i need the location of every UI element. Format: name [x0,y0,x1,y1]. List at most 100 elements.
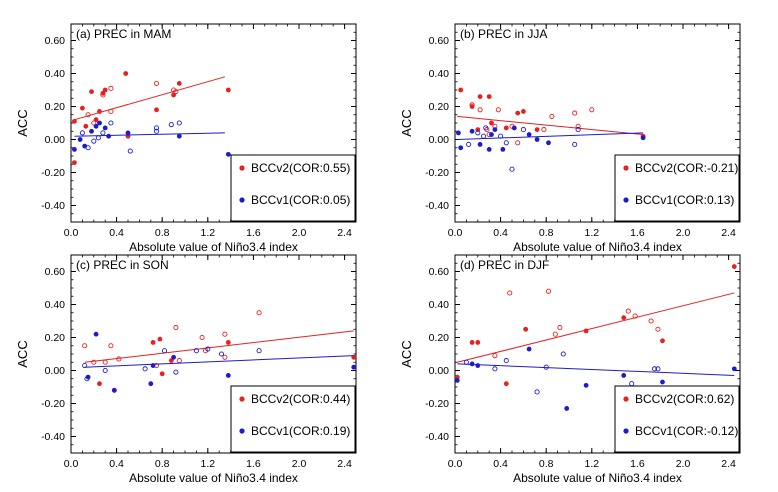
data-point [150,340,156,345]
x-tick-label: 2.0 [676,227,691,239]
legend: BCCv2(COR:0.55) BCCv1(COR:0.05) [230,154,356,222]
data-point-hollow [492,366,498,372]
data-point [486,147,492,152]
x-tick-label: 0.4 [109,458,124,470]
y-axis-label: ACC [15,109,30,136]
data-point [85,374,91,380]
regression-line [84,330,354,363]
data-point-hollow [507,290,513,296]
data-point-hollow [176,120,182,126]
data-point-hollow [543,364,549,370]
data-point [93,117,99,123]
data-point [640,135,646,141]
data-point-hollow [95,135,101,141]
x-tick-label: 2.4 [337,227,352,239]
y-tick-label: 0.40 [45,299,66,311]
y-tick-label: 0.20 [45,101,66,113]
data-point [534,137,540,142]
data-point-hollow [108,85,114,91]
data-point [80,105,85,111]
data-point-hollow [575,127,581,133]
data-point-hollow [127,148,133,154]
data-point-hollow [199,334,205,341]
legend-marker [239,396,245,402]
data-point-hollow [625,308,631,314]
data-point [475,363,481,368]
data-point-hollow [79,130,85,136]
data-point [89,128,94,134]
data-point-hollow [560,351,566,357]
panel-title: (b) PREC in JJA [460,27,547,41]
regression-line [457,363,735,376]
y-tick-label: 0.00 [45,365,66,377]
x-tick-label: 0.8 [539,227,554,239]
data-point [102,125,108,131]
y-tick-label: -0.20 [425,167,449,179]
panel-4: 0.0 0.4 0.8 1.2 1.6 2.0 2.4 -0.40 -0.20 0.00 0.20 0… [399,254,741,485]
series-bccv1 [456,125,646,172]
y-tick-label: 0.00 [45,134,66,146]
legend-label: BCCv2(COR:-0.21) [635,161,738,175]
data-point [621,373,627,378]
x-tick-label: 1.2 [200,227,215,239]
y-axis-label: ACC [399,109,414,136]
y-tick-label: -0.40 [41,431,65,443]
panel-2: 0.0 0.4 0.8 1.2 1.6 2.0 2.4 -0.40 -0.20 0.00 0.20 0… [399,23,741,254]
y-tick-label: -0.20 [425,398,449,410]
legend-marker [623,428,629,434]
data-point-hollow [632,313,638,319]
data-point [660,338,665,344]
data-point-hollow [492,353,498,359]
x-tick-label: 1.2 [584,458,599,470]
x-tick-label: 0.0 [64,227,79,239]
data-point-hollow [91,138,97,144]
y-axis-label: ACC [399,340,414,367]
data-point [351,364,356,370]
x-tick-label: 1.2 [200,458,215,470]
data-point-hollow [520,127,526,133]
x-tick-label: 2.4 [721,227,736,239]
panel-3: 0.0 0.4 0.8 1.2 1.6 2.0 2.4 -0.40 -0.20 0.00 0.20 0… [15,254,357,485]
data-point [123,71,129,76]
data-point [106,133,112,139]
data-point [72,147,77,152]
plot-data [456,87,646,172]
data-point [72,118,77,124]
plot-data [455,264,737,411]
data-point [511,125,517,131]
data-point [83,123,89,129]
data-point-hollow [222,354,228,360]
y-tick-label: 0.20 [45,332,66,344]
data-point [225,373,231,378]
legend-box [230,385,356,453]
data-point-hollow [256,310,262,316]
legend-marker [239,428,245,434]
data-point-hollow [572,110,578,116]
y-tick-label: 0.60 [45,35,66,47]
data-point-hollow [108,343,114,349]
data-point-hollow [173,89,179,95]
data-point [97,120,102,126]
panel-title: (d) PREC in DJF [460,258,549,272]
x-tick-label: 0.4 [493,227,508,239]
x-tick-label: 2.4 [337,458,352,470]
y-tick-label: -0.40 [425,200,449,212]
data-point [489,120,494,126]
x-tick-label: 0.4 [109,227,124,239]
data-point-hollow [116,356,122,362]
data-point [583,328,589,334]
legend-marker [623,165,629,171]
series-bccv1 [455,346,737,411]
data-point-hollow [108,108,114,114]
data-point-hollow [495,107,501,113]
legend-label: BCCv1(COR:-0.12) [635,424,738,438]
legend-marker [623,396,629,402]
series-bccv2 [82,310,356,393]
data-point [458,145,464,151]
data-point [731,264,737,269]
data-point-hollow [480,133,487,139]
data-point [102,87,108,93]
legend-marker [239,197,245,203]
data-point-hollow [477,107,483,113]
